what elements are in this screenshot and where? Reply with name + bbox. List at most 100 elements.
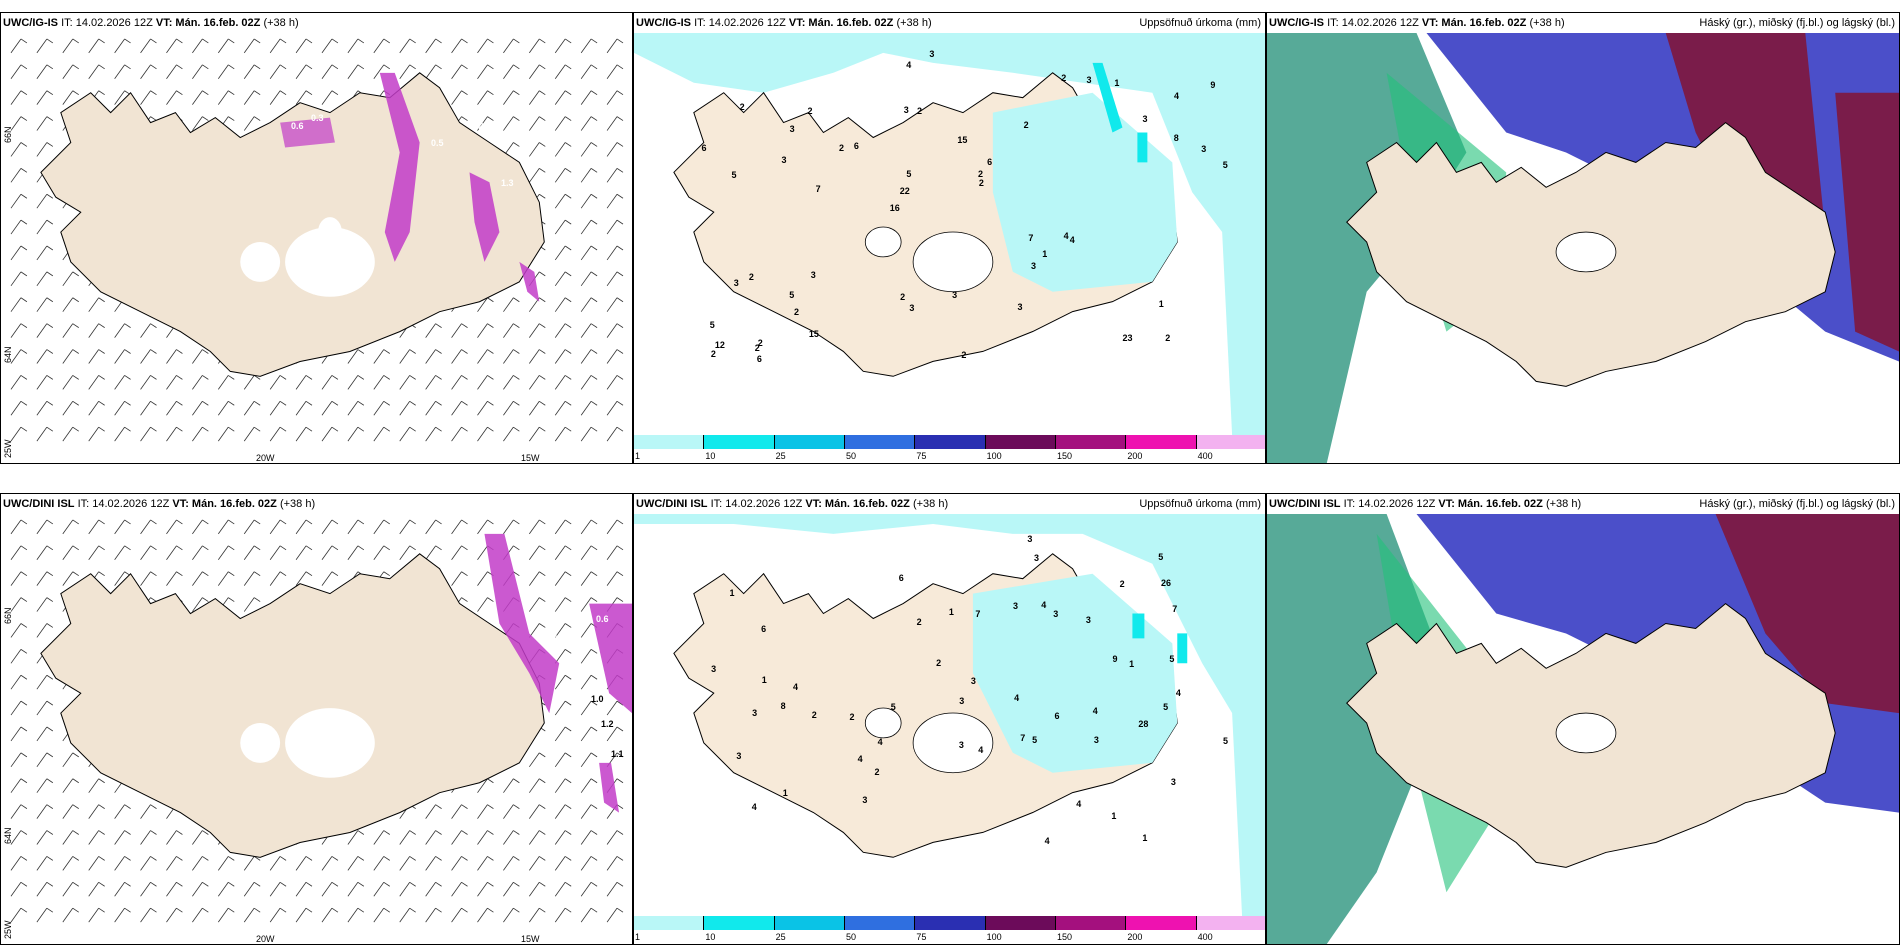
wind-barb-feather xyxy=(20,38,28,44)
wind-barb xyxy=(580,778,592,793)
wind-barb xyxy=(580,907,592,923)
wind-barb-feather xyxy=(46,271,54,277)
wind-barb xyxy=(606,349,618,364)
wind-barb xyxy=(114,804,125,819)
wind-barb-feather xyxy=(616,38,624,44)
wind-barb-feather xyxy=(20,700,28,706)
wind-barb-feather xyxy=(487,519,494,525)
precip-value: 7 xyxy=(1172,604,1178,615)
colorbar-swatch xyxy=(634,916,705,930)
precip-value: 8 xyxy=(1173,133,1179,144)
wind-barb xyxy=(554,349,566,364)
wind-barb xyxy=(243,545,255,561)
wind-barb-feather xyxy=(487,116,494,121)
wind-barb xyxy=(347,401,359,416)
wind-barb xyxy=(88,804,100,819)
wind-barb-feather xyxy=(72,752,79,758)
precip-value: 2 xyxy=(1023,119,1029,130)
precip-value: 1 xyxy=(1111,810,1117,821)
wind-barb-feather xyxy=(539,519,546,525)
wind-barb xyxy=(269,64,281,80)
wind-barb xyxy=(192,116,203,131)
precip-value: 26 xyxy=(1161,578,1172,589)
wind-barb-feather xyxy=(564,400,572,406)
precip-value: 5 xyxy=(890,702,896,713)
wind-barb-feather xyxy=(564,375,572,380)
wind-barb-feather xyxy=(564,168,572,173)
wind-barb xyxy=(554,571,566,586)
wind-barb xyxy=(373,349,385,364)
wind-barb xyxy=(425,323,436,338)
precip-value: 2 xyxy=(1061,73,1067,84)
wind-barb xyxy=(62,38,74,54)
wind-barb xyxy=(192,597,203,612)
wind-barb xyxy=(10,597,22,612)
wind-barb-feather xyxy=(487,297,494,303)
wind-barb-feather xyxy=(150,545,157,551)
wind-barb xyxy=(140,519,151,535)
wind-barb xyxy=(140,571,151,586)
precip-value: 4 xyxy=(1063,230,1069,241)
precip-value: 1 xyxy=(1042,248,1048,259)
wind-barb xyxy=(606,142,618,157)
wind-barb xyxy=(36,752,48,768)
colorbar-tick: 25 xyxy=(775,932,786,942)
wind-barb xyxy=(10,426,22,442)
wind-barb-feather xyxy=(590,116,598,121)
wind-barb xyxy=(62,882,74,897)
precip-value: 4 xyxy=(1069,234,1075,245)
wind-barb xyxy=(580,830,592,845)
wind-barb xyxy=(243,597,255,612)
wind-barb xyxy=(88,297,100,312)
wind-barb xyxy=(503,64,514,80)
wind-barb-feather xyxy=(20,545,28,551)
wind-barb-feather xyxy=(513,778,520,784)
wind-barb-feather xyxy=(20,168,28,173)
wind-barb xyxy=(477,375,488,390)
wind-barb xyxy=(295,545,307,561)
wind-barb xyxy=(580,519,592,535)
wind-barb xyxy=(477,571,488,586)
precip-value: 2 xyxy=(739,101,745,112)
map-svg-precip-bottom xyxy=(634,514,1265,916)
wind-barb-feather xyxy=(383,38,390,44)
wind-barb-feather xyxy=(150,349,157,354)
wind-barb-feather xyxy=(253,545,261,551)
wind-barb xyxy=(399,375,411,390)
colorbar-swatch xyxy=(915,916,986,930)
panel-header: UWC/DINI ISL IT: 14.02.2026 12Z VT: Mán.… xyxy=(634,494,1265,514)
precip-value: 3 xyxy=(862,794,868,805)
wind-barb-feather xyxy=(279,856,287,861)
wind-barb-feather xyxy=(46,700,54,706)
wind-barb-feather xyxy=(616,193,624,199)
wind-barb-feather xyxy=(176,545,183,551)
wind-barb-feather xyxy=(590,90,598,96)
wind-barb xyxy=(140,64,151,80)
precip-value: 1 xyxy=(948,606,954,617)
wind-barb xyxy=(62,323,74,338)
wind-barb-feather xyxy=(409,545,416,551)
wind-barb-feather xyxy=(20,519,28,525)
colorbar-swatch xyxy=(845,916,916,930)
precip-value: 2 xyxy=(811,710,817,721)
colorbar-tick: 100 xyxy=(986,932,1002,942)
map-area: 1 8 7 1 3 6 1 2 3 1 3 1 2 6 4 3 4 3 3 4 5 7 9 5 4 1 2 3 2 26 5 3 4 4 2 28 5 4… xyxy=(634,514,1265,916)
wind-barb-feather xyxy=(513,90,520,96)
wind-barb xyxy=(503,519,514,535)
wind-barb-feather xyxy=(487,778,494,784)
wind-barb xyxy=(10,830,22,845)
wind-barb xyxy=(451,375,462,390)
wind-barb-feather xyxy=(253,64,261,70)
wind-barb xyxy=(606,700,618,716)
wind-barb-feather xyxy=(72,519,79,525)
wind-barb-feather xyxy=(20,597,28,602)
wind-barb xyxy=(425,375,436,390)
wind-barb xyxy=(554,649,566,664)
precip-value: 5 xyxy=(709,319,715,330)
wind-barb xyxy=(554,64,566,80)
wind-barb-feather xyxy=(539,597,546,602)
wind-barb-feather xyxy=(590,545,598,551)
precip-value: 3 xyxy=(903,104,909,115)
wind-barb xyxy=(295,38,307,54)
wind-barb-feather xyxy=(616,64,624,70)
